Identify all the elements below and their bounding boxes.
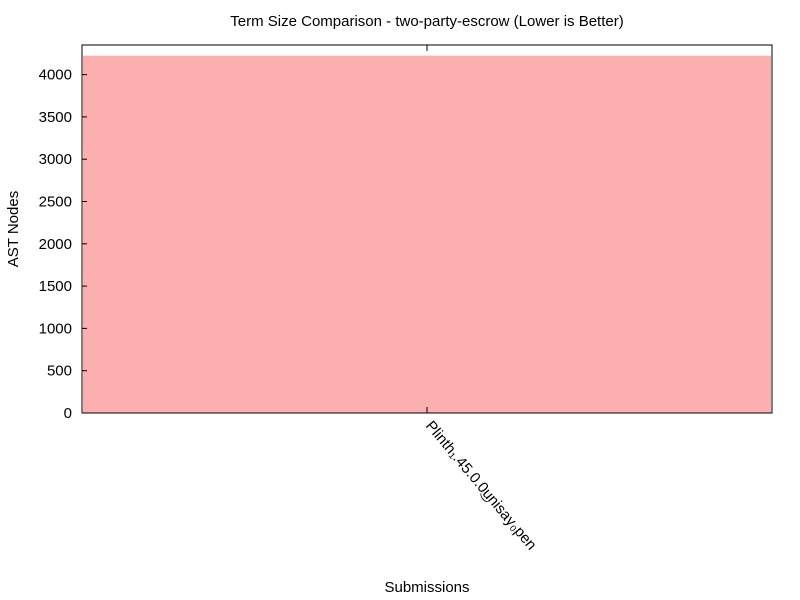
y-tick-label: 4000 bbox=[39, 67, 72, 84]
y-tick-label: 500 bbox=[47, 363, 72, 380]
x-category-label: Plinth₁.45.0.0͜unisay₀pen bbox=[422, 418, 540, 554]
plot-area bbox=[83, 55, 771, 414]
y-tick-label: 0 bbox=[64, 405, 72, 422]
y-tick-label: 2000 bbox=[39, 236, 72, 253]
y-tick-label: 2500 bbox=[39, 194, 72, 211]
y-axis-label: AST Nodes bbox=[5, 191, 22, 267]
chart-title: Term Size Comparison - two-party-escrow … bbox=[230, 13, 623, 30]
bar-0 bbox=[83, 55, 771, 414]
x-axis-label: Submissions bbox=[384, 579, 469, 596]
y-tick-label: 3500 bbox=[39, 109, 72, 126]
y-tick-label: 1500 bbox=[39, 278, 72, 295]
y-axis: 0 500 1000 1500 2000 2500 3000 3500 4000 bbox=[39, 67, 87, 422]
y-tick-label: 3000 bbox=[39, 151, 72, 168]
y-tick-label: 1000 bbox=[39, 320, 72, 337]
